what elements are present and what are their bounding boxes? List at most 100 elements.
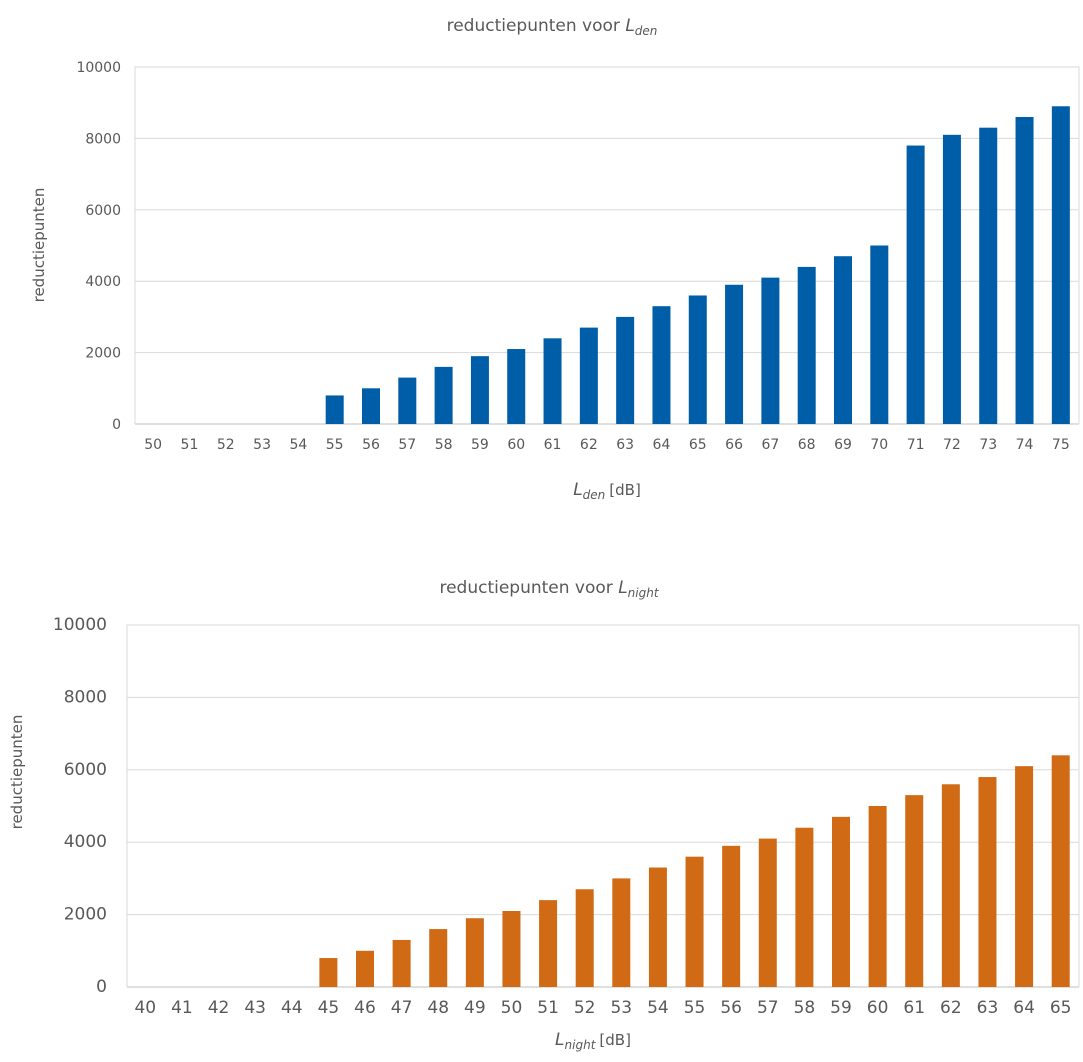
- x-tick-label: 55: [326, 437, 344, 453]
- bar-51: [539, 900, 558, 987]
- x-tick-label: 59: [471, 437, 489, 453]
- bar-45: [319, 958, 338, 987]
- x-tick-label: 57: [757, 998, 779, 1018]
- bar-71: [906, 145, 925, 425]
- x-tick-label: 46: [354, 998, 376, 1018]
- x-tick-label: 52: [574, 998, 596, 1018]
- x-tick-label: 56: [362, 437, 380, 453]
- y-tick-label: 0: [112, 417, 121, 433]
- bar-55: [685, 856, 704, 987]
- bar-61: [543, 338, 562, 424]
- bar-54: [648, 867, 667, 987]
- bar-65: [1051, 755, 1070, 987]
- bar-50: [502, 910, 521, 987]
- bar-57: [758, 838, 777, 987]
- bar-74: [1015, 116, 1034, 424]
- x-tick-label: 64: [653, 437, 671, 453]
- bar-61: [905, 795, 924, 987]
- x-tick-label: 57: [398, 437, 416, 453]
- y-tick-label: 6000: [85, 203, 121, 219]
- y-tick-label: 2000: [64, 905, 107, 925]
- bar-52: [575, 889, 594, 987]
- x-tick-label: 41: [171, 998, 193, 1018]
- chart-lnight: reductiepunten voor Lnight 0 2000 4000 6000…: [0, 560, 1083, 1062]
- bar-64: [1015, 766, 1034, 987]
- x-tick-label: 62: [580, 437, 598, 453]
- x-tick-label: 51: [537, 998, 559, 1018]
- bar-56: [722, 845, 741, 987]
- bar-58: [434, 366, 453, 424]
- gridlines: [126, 624, 1080, 988]
- y-tick-label: 4000: [64, 832, 107, 852]
- x-tick-label: 71: [907, 437, 925, 453]
- bar-75: [1051, 106, 1070, 425]
- bar-53: [612, 878, 631, 987]
- y-tick-label: 8000: [64, 687, 107, 707]
- x-tick-label: 47: [391, 998, 413, 1018]
- x-tick-label: 48: [427, 998, 449, 1018]
- x-tick-label: 69: [834, 437, 852, 453]
- x-tick-label: 74: [1016, 437, 1034, 453]
- chart-lden: reductiepunten voor Lden 0 2000 4000 6000 80…: [0, 0, 1083, 520]
- bar-55: [325, 395, 344, 424]
- x-tick-label: 43: [244, 998, 266, 1018]
- x-tick-label: 62: [940, 998, 962, 1018]
- bars: [325, 106, 1070, 425]
- x-tick-label: 66: [725, 437, 743, 453]
- x-tick-label: 65: [1050, 998, 1072, 1018]
- x-tick-label: 49: [464, 998, 486, 1018]
- bar-66: [725, 284, 744, 424]
- x-tick-label: 50: [144, 437, 162, 453]
- x-axis-label: Lnight [dB]: [555, 1030, 631, 1052]
- x-tick-label: 67: [761, 437, 779, 453]
- x-tick-label: 54: [289, 437, 307, 453]
- x-tick-label: 42: [208, 998, 230, 1018]
- x-tick-label: 45: [318, 998, 340, 1018]
- bar-72: [942, 134, 961, 424]
- y-tick-label: 10000: [76, 60, 121, 76]
- bar-60: [868, 806, 887, 987]
- bar-63: [616, 316, 635, 424]
- x-tick-label: 75: [1052, 437, 1070, 453]
- x-tick-label: 40: [134, 998, 156, 1018]
- chart-lnight-svg: reductiepunten voor Lnight 0 2000 4000 6000…: [8, 578, 1080, 1052]
- x-tick-label: 59: [830, 998, 852, 1018]
- x-tick-label: 54: [647, 998, 669, 1018]
- bars: [319, 755, 1070, 987]
- bar-67: [761, 277, 780, 424]
- bar-60: [507, 349, 526, 424]
- x-tick-label: 63: [977, 998, 999, 1018]
- bar-59: [470, 356, 489, 424]
- y-tick-labels: 0 2000 4000 6000 8000 10000: [53, 615, 107, 997]
- bar-62: [941, 784, 960, 987]
- x-tick-label: 53: [253, 437, 271, 453]
- gridlines: [134, 66, 1080, 425]
- x-tick-label: 68: [798, 437, 816, 453]
- chart-lden-svg: reductiepunten voor Lden 0 2000 4000 6000 80…: [30, 16, 1080, 502]
- x-tick-label: 73: [979, 437, 997, 453]
- y-tick-label: 8000: [85, 131, 121, 147]
- x-tick-label: 63: [616, 437, 634, 453]
- x-tick-label: 60: [507, 437, 525, 453]
- chart-title: reductiepunten voor Lnight: [439, 578, 659, 600]
- bar-63: [978, 777, 997, 987]
- x-tick-label: 44: [281, 998, 303, 1018]
- x-tick-label: 51: [181, 437, 199, 453]
- x-tick-label: 58: [794, 998, 816, 1018]
- bar-57: [398, 377, 417, 424]
- bar-46: [356, 950, 374, 987]
- x-tick-label: 70: [870, 437, 888, 453]
- x-tick-label: 55: [684, 998, 706, 1018]
- x-tick-label: 61: [903, 998, 925, 1018]
- x-tick-label: 50: [501, 998, 523, 1018]
- x-tick-labels: 40 41 42 43 44 45 46 47 48 49 50 51 52 53 54 55 56 57 58 59…: [134, 998, 1071, 1018]
- y-tick-label: 4000: [85, 274, 121, 290]
- y-axis-label: reductiepunten: [8, 715, 26, 830]
- bar-58: [795, 827, 814, 987]
- x-tick-label: 53: [610, 998, 632, 1018]
- bar-65: [688, 295, 707, 424]
- x-tick-label: 58: [435, 437, 453, 453]
- y-tick-label: 6000: [64, 760, 107, 780]
- y-tick-labels: 0 2000 4000 6000 8000 10000: [76, 60, 121, 433]
- x-tick-label: 72: [943, 437, 961, 453]
